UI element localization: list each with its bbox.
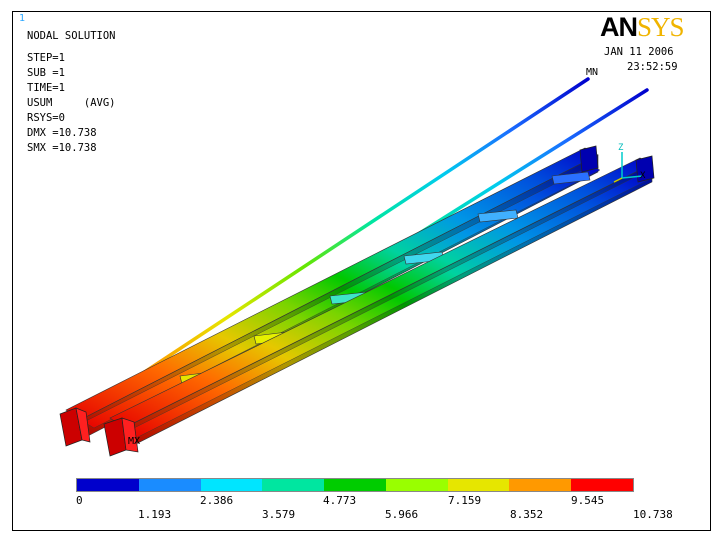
legend-band-7 [447,479,510,491]
time-label: 23:52:59 [627,61,678,73]
info-line-3: SUB =1 [27,67,65,79]
window-number: 1 [19,13,26,24]
legend-band-3 [200,479,263,491]
end-blocks [59,407,139,457]
rod-left [70,77,590,422]
legend-band-2 [138,479,201,491]
beam-right-top [109,157,653,429]
legend-top-label-4: 7.159 [448,494,482,507]
info-line-2: STEP=1 [27,52,65,64]
legend-top-label-2: 2.386 [200,494,234,507]
coordinate-triad: Z X [613,143,646,183]
logo-part-an: AN [600,12,638,42]
legend-top-label-3: 4.773 [323,494,357,507]
legend-band-8 [509,479,572,491]
legend-bottom-label-3: 5.966 [385,508,419,521]
legend-band-4 [262,479,325,491]
far-end-blocks [579,145,655,183]
legend-band-9 [571,479,634,491]
graphics-window [12,11,711,531]
legend-band-6 [385,479,448,491]
legend-top-label-5: 9.545 [571,494,605,507]
color-legend [76,478,634,492]
info-line-1: NODAL SOLUTION [27,30,116,42]
legend-band-5 [324,479,386,491]
legend-bottom-label-2: 3.579 [262,508,296,521]
legend-top-label-1: 0 [76,494,83,507]
info-line-6: RSYS=0 [27,112,65,124]
legend-bottom-label-4: 8.352 [510,508,544,521]
beam-right-inner [129,171,653,439]
info-line-7: DMX =10.738 [27,127,97,139]
info-line-8: SMX =10.738 [27,142,97,154]
legend-band-1 [77,479,139,491]
max-marker: MX [128,436,140,447]
beam-left-top [65,147,599,421]
ansys-logo: ANSYS [600,12,685,42]
triad-x-label: X [640,171,646,181]
legend-bottom-label-5: 10.738 [633,508,673,521]
info-line-5: USUM (AVG) [27,97,116,109]
info-line-4: TIME=1 [27,82,65,94]
triad-z-label: Z [618,143,624,153]
legend-bottom-label-1: 1.193 [138,508,172,521]
date-label: JAN 11 2006 [604,46,674,58]
logo-part-sys: SYS [637,12,685,42]
min-marker: MN [586,67,598,78]
